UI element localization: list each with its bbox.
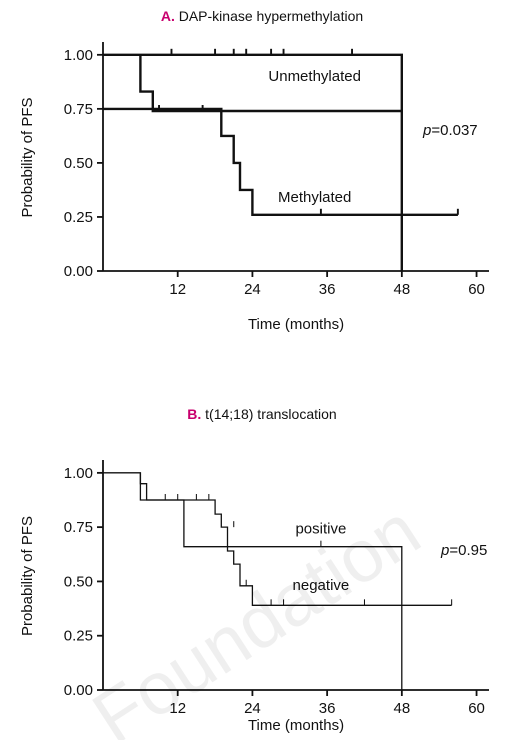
km-curve-unmethylated	[103, 53, 403, 271]
panel-letter: A.	[161, 8, 179, 24]
y-tick-label: 1.00	[64, 47, 93, 64]
y-tick-label: 0.75	[64, 101, 93, 118]
y-tick-label: 0.00	[64, 263, 93, 280]
p-value: p=0.95	[440, 542, 487, 559]
y-tick-label: 0.50	[64, 573, 93, 590]
panel-title-text: t(14;18) translocation	[205, 406, 337, 422]
y-axis-label: Probability of PFS	[19, 516, 36, 636]
p-symbol: p	[422, 122, 431, 139]
km-curve-methylated	[103, 107, 458, 216]
y-tick-label: 0.75	[64, 519, 93, 536]
p-symbol: p	[440, 542, 449, 559]
km-curve-series-2	[139, 54, 402, 113]
p-value-text: =0.037	[431, 122, 477, 139]
curve-label: Methylated	[278, 189, 351, 206]
x-tick-label: 36	[319, 700, 336, 717]
x-tick-label: 60	[468, 281, 485, 298]
curve-label: negative	[293, 577, 350, 594]
panel-title: A. DAP-kinase hypermethylation	[161, 8, 363, 24]
x-axis-label: Time (months)	[248, 316, 344, 333]
y-tick-label: 0.25	[64, 628, 93, 645]
x-tick-label: 36	[319, 281, 336, 298]
x-tick-label: 24	[244, 700, 261, 717]
x-tick-label: 24	[244, 281, 261, 298]
y-tick-label: 0.50	[64, 155, 93, 172]
x-tick-label: 48	[393, 700, 410, 717]
panel-title: B. t(14;18) translocation	[187, 406, 336, 422]
p-value-text: =0.95	[449, 542, 487, 559]
curve-label: Unmethylated	[268, 68, 361, 85]
x-axis-label: Time (months)	[248, 717, 344, 734]
p-value: p=0.037	[422, 122, 478, 139]
y-tick-label: 1.00	[64, 465, 93, 482]
panel-letter: B.	[187, 406, 205, 422]
x-tick-label: 12	[169, 281, 186, 298]
x-tick-label: 60	[468, 700, 485, 717]
y-tick-label: 0.25	[64, 209, 93, 226]
y-axis-label: Probability of PFS	[19, 97, 36, 217]
y-tick-label: 0.00	[64, 682, 93, 699]
x-tick-label: 12	[169, 700, 186, 717]
panel-b-chart: B. t(14;18) translocation 0.00 0.25 0.50 0.7…	[19, 406, 489, 734]
curve-label: positive	[295, 521, 346, 538]
x-tick-label: 48	[393, 281, 410, 298]
panel-title-text: DAP-kinase hypermethylation	[179, 8, 363, 24]
panel-a-chart: A. DAP-kinase hypermethylation 0.00 0.25 0.…	[19, 8, 489, 333]
